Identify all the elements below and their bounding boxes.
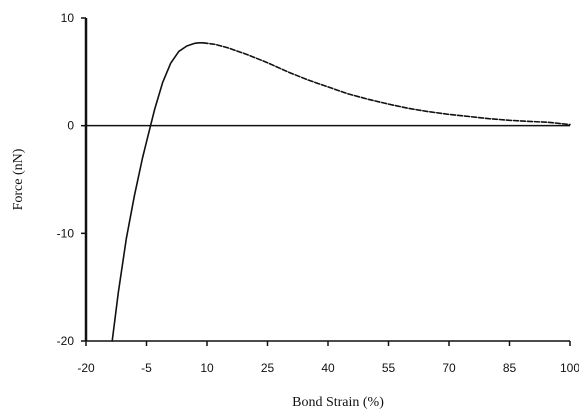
x-tick-label: 100: [560, 361, 579, 375]
y-tick-label: -20: [57, 334, 75, 348]
y-axis-title: Force (nN): [11, 148, 26, 210]
force-curve-dashed: [202, 41, 571, 126]
series-layer: [111, 41, 571, 342]
y-tick-label: 10: [61, 11, 75, 25]
y-tick-label: -10: [57, 226, 75, 240]
y-tick-label: 0: [67, 119, 74, 133]
x-tick-label: 10: [200, 361, 214, 375]
x-tick-label: 85: [503, 361, 517, 375]
x-tick-label: 40: [321, 361, 335, 375]
x-tick-label: -5: [141, 361, 152, 375]
x-tick-label: 25: [261, 361, 275, 375]
x-tick-label: 70: [442, 361, 456, 375]
x-tick-label: -20: [77, 361, 95, 375]
force-curve-solid: [111, 41, 204, 342]
axes: [84, 18, 570, 342]
x-tick-label: 55: [382, 361, 396, 375]
x-ticks: -20 -5 10 25 40 55 70 85 100: [77, 341, 579, 375]
x-axis-title: Bond Strain (%): [292, 395, 384, 410]
y-ticks: 10 0 -10 -20: [57, 11, 86, 348]
